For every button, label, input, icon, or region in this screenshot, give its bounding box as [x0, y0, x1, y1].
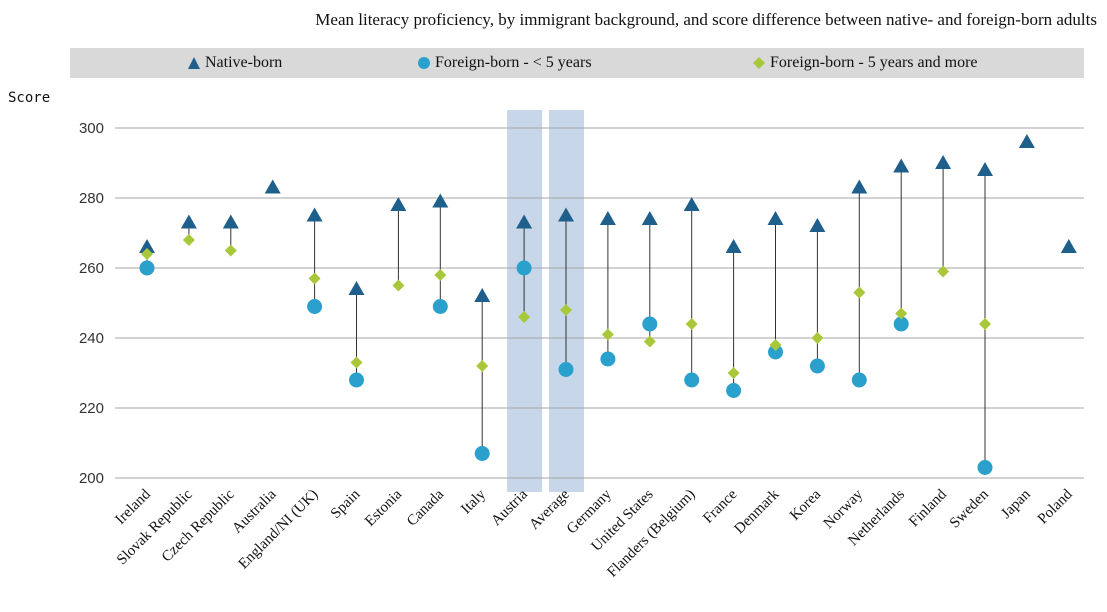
foreign-born-lt5-point [893, 316, 909, 332]
native-born-point [306, 207, 323, 222]
native-born-point [432, 193, 449, 208]
x-category-label: Austria [488, 486, 531, 529]
foreign-born-lt5-point [432, 299, 448, 314]
native-born-point [641, 211, 658, 225]
foreign-born-5plus-point [937, 265, 950, 278]
foreign-born-5plus-point [811, 332, 824, 344]
foreign-born-lt5-point [684, 372, 700, 388]
foreign-born-lt5-point [307, 299, 323, 314]
native-born-point [390, 197, 407, 211]
x-category-label: Slovak Republic [114, 486, 196, 568]
legend-label: Native-born [205, 54, 283, 71]
foreign-born-lt5-point [809, 358, 825, 374]
foreign-born-5plus-point [853, 286, 866, 299]
y-tick-label: 260 [79, 260, 104, 277]
foreign-born-lt5-point [851, 372, 867, 388]
foreign-born-5plus-point [979, 318, 991, 330]
foreign-born-5plus-point [518, 311, 531, 323]
foreign-born-5plus-point [643, 335, 656, 348]
native-born-point [851, 179, 868, 194]
foreign-born-lt5-point [474, 446, 490, 461]
x-category-label: Korea [787, 486, 824, 523]
native-born-point [558, 207, 574, 222]
foreign-born-lt5-point [139, 260, 155, 276]
legend-label: Foreign-born - < 5 years [435, 54, 592, 71]
native-born-point [977, 162, 993, 176]
foreign-born-5plus-point [350, 356, 363, 369]
native-born-point [599, 211, 616, 225]
foreign-born-5plus-point [769, 339, 782, 351]
x-category-label: Czech Republic [159, 486, 238, 565]
y-tick-label: 240 [79, 330, 104, 347]
legend: Native-born Foreign-born - < 5 years For… [70, 48, 1084, 78]
foreign-born-5plus-point [601, 328, 614, 341]
x-category-label: Spain [328, 486, 364, 522]
native-born-point [809, 218, 826, 232]
native-born-point [893, 158, 910, 173]
foreign-born-lt5-point [977, 460, 993, 475]
foreign-born-5plus-point [182, 234, 195, 246]
native-born-point [935, 155, 952, 169]
native-born-point [222, 214, 239, 229]
native-born-point [725, 239, 742, 253]
foreign-born-5plus-point [476, 360, 489, 372]
foreign-born-5plus-point [141, 248, 153, 260]
diamond-marker-icon [753, 57, 765, 69]
native-born-point [767, 211, 784, 225]
x-category-label: Italy [458, 486, 489, 517]
x-category-label: England/NI (UK) [236, 487, 322, 573]
y-tick-label: 200 [79, 470, 104, 487]
x-category-label: Finland [906, 486, 950, 530]
native-born-point [180, 214, 197, 229]
foreign-born-5plus-point [727, 367, 740, 379]
native-born-point [139, 239, 155, 253]
foreign-born-5plus-point [560, 304, 572, 316]
legend-item-native-born: Native-born [187, 54, 282, 72]
native-born-point [348, 281, 365, 295]
foreign-born-5plus-point [685, 318, 698, 330]
foreign-born-lt5-point [642, 316, 658, 332]
foreign-born-5plus-point [308, 272, 321, 285]
x-category-label: Sweden [947, 486, 992, 531]
x-category-label: Poland [1035, 486, 1076, 527]
foreign-born-5plus-point [895, 307, 908, 320]
y-axis-label: Score [8, 90, 51, 106]
x-category-label: Ireland [112, 486, 154, 528]
foreign-born-lt5-point [768, 344, 783, 360]
foreign-born-lt5-point [726, 383, 742, 398]
foreign-born-lt5-point [516, 260, 532, 276]
triangle-marker-icon [188, 57, 200, 69]
foreign-born-5plus-point [434, 269, 447, 281]
circle-marker-icon [418, 57, 430, 69]
legend-item-foreign-born-5plus: Foreign-born - 5 years and more [752, 54, 978, 72]
native-born-point [683, 197, 700, 211]
y-tick-label: 220 [79, 400, 104, 417]
native-born-point [474, 288, 491, 302]
native-born-point [264, 179, 281, 194]
legend-label: Foreign-born - 5 years and more [770, 54, 978, 71]
x-category-label: Canada [404, 486, 447, 529]
foreign-born-5plus-point [392, 279, 405, 292]
native-born-point [516, 214, 533, 229]
chart-title: Mean literacy proficiency, by immigrant … [315, 10, 1097, 29]
native-born-point [1060, 239, 1077, 253]
native-born-point [1018, 134, 1035, 148]
foreign-born-lt5-point [558, 362, 574, 377]
x-category-label: Japan [998, 486, 1034, 522]
x-category-label: France [700, 486, 740, 526]
foreign-born-5plus-point [224, 244, 237, 257]
x-category-label: Estonia [362, 486, 405, 529]
y-tick-label: 300 [79, 120, 104, 137]
y-tick-label: 280 [79, 190, 104, 207]
x-category-label: Denmark [732, 486, 783, 537]
legend-item-foreign-born-lt5: Foreign-born - < 5 years [417, 54, 592, 72]
foreign-born-lt5-point [349, 372, 364, 388]
foreign-born-lt5-point [600, 351, 616, 367]
